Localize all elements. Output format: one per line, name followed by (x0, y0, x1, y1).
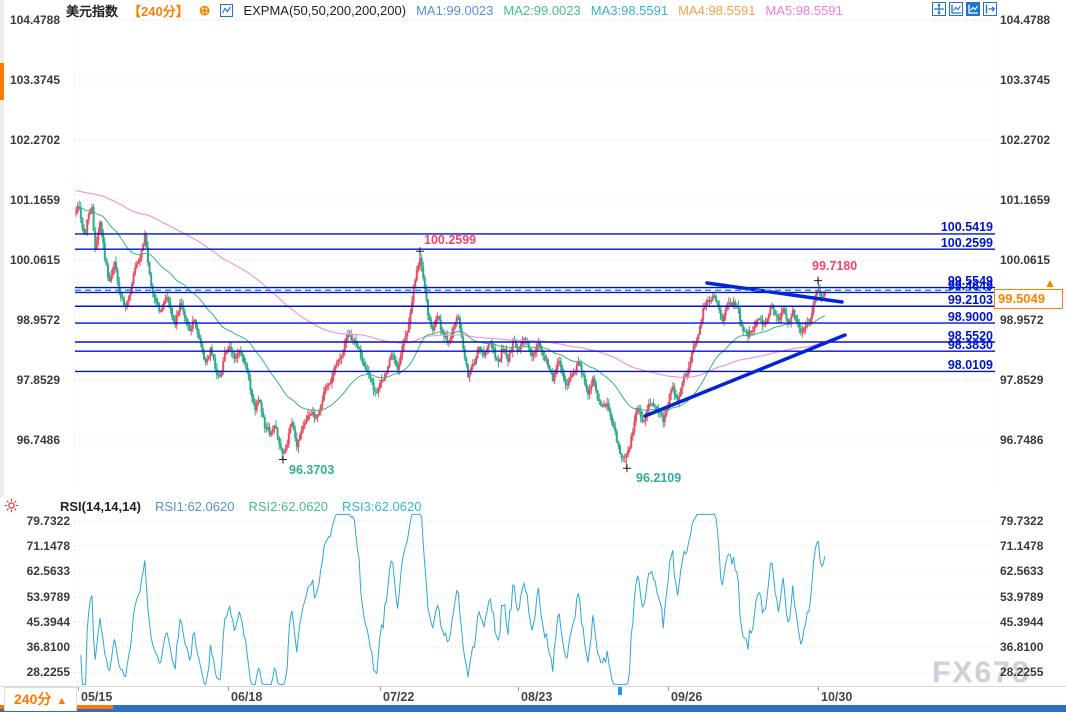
date-tick (380, 687, 381, 691)
rsi-left-axis-label: 36.8100 (26, 640, 70, 654)
date-axis: 05/15 06/18 07/22 08/23 09/26 10/30 (0, 686, 1066, 706)
pan-right-icon[interactable] (983, 2, 997, 16)
date-tick (818, 687, 819, 691)
left-axis-label: 98.9572 (16, 313, 60, 327)
rsi-left-axis-label: 28.2255 (26, 665, 70, 680)
vertical-scrollbar-thumb[interactable] (0, 63, 4, 100)
rsi-indicator-name: RSI(14,14,14) (60, 498, 141, 514)
rsi-right-axis-label: 28.2255 (1000, 665, 1044, 680)
date-tick (228, 687, 229, 691)
chart-toolbar (932, 2, 997, 16)
indicator-chart-icon[interactable] (220, 3, 234, 17)
right-axis-label: 96.7486 (1000, 433, 1044, 447)
date-tick (518, 687, 519, 691)
rsi-left-axis-label: 45.3944 (26, 614, 70, 629)
left-axis-label: 103.3745 (9, 73, 60, 87)
ma1-value: MA1:99.0023 (416, 2, 494, 18)
ma2-value: MA2:99.0023 (503, 2, 581, 18)
chevron-up-icon: ▲ (56, 695, 68, 707)
rsi2-value: RSI2:62.0620 (248, 498, 328, 514)
annotation-low-96-3703: 96.3703 (289, 463, 335, 477)
right-axis-label: 102.2702 (1000, 133, 1051, 147)
rsi1-value: RSI1:62.0620 (154, 498, 235, 514)
crosshair-tool-icon[interactable] (932, 2, 946, 16)
rsi-left-axis-label: 53.9789 (26, 589, 70, 604)
level-label-99.5549: 99.5549 (947, 274, 993, 289)
level-label-98.0109: 98.0109 (947, 357, 993, 372)
level-label-99.4649: 99.4649 (947, 278, 993, 293)
zoom-axis-icon[interactable] (949, 2, 963, 16)
price-chart-pane[interactable] (75, 14, 995, 496)
rsi-right-axis-label: 53.9789 (1000, 589, 1044, 604)
level-label-98.5520: 98.5520 (947, 328, 993, 343)
timeframe-tab-240min[interactable]: 240分 ▲ (4, 687, 78, 711)
date-label: 10/30 (821, 690, 853, 704)
rsi-right-axis-label: 62.5633 (1000, 564, 1044, 579)
horizontal-scrollbar[interactable] (0, 705, 1066, 712)
rsi-right-axis-label: 36.8100 (1000, 640, 1044, 654)
timeframe-label: 【240分】 (128, 3, 189, 19)
date-label: 09/26 (671, 690, 703, 704)
last-price-up-arrow-icon: ▲ (1044, 276, 1056, 290)
annotation-high-100-2599: 100.2599 (424, 233, 477, 247)
last-price-box: 99.5049 (994, 289, 1063, 309)
level-label-99.2103: 99.2103 (947, 292, 993, 307)
right-axis-label: 97.8529 (1000, 373, 1044, 387)
date-label: 05/15 (81, 690, 113, 704)
level-label-100.2599: 100.2599 (940, 235, 993, 250)
left-axis-label: 104.4788 (9, 13, 60, 27)
rsi3-value: RSI3:62.0620 (341, 498, 422, 514)
level-label-100.5419: 100.5419 (940, 220, 993, 235)
rsi-right-axis-label: 45.3944 (1000, 614, 1044, 629)
level-label-98.9000: 98.9000 (947, 309, 993, 324)
symbol-name: 美元指数 (66, 3, 119, 19)
date-label: 07/22 (383, 690, 415, 704)
right-axis-label: 104.4788 (1000, 13, 1051, 27)
rsi-chart-pane[interactable] (75, 517, 995, 683)
rsi-right-axis-label: 79.7322 (1000, 514, 1044, 528)
left-axis-label: 97.8529 (16, 373, 60, 387)
left-axis-label: 96.7486 (16, 433, 60, 447)
indicator-name: EXPMA(50,50,200,200,200) (243, 2, 407, 18)
right-axis-label: 103.3745 (1000, 73, 1051, 87)
rsi-left-axis-label: 71.1478 (26, 539, 70, 554)
left-axis-label: 100.0615 (9, 253, 60, 267)
rsi-left-axis-label: 62.5633 (26, 564, 70, 579)
date-label: 06/18 (231, 690, 263, 704)
axis-position-marker (618, 687, 622, 695)
left-axis-label: 101.1659 (9, 193, 60, 207)
date-tick (78, 687, 79, 691)
zoom-axis-filled-icon[interactable] (966, 2, 980, 16)
annotation-low-96-2109: 96.2109 (636, 471, 682, 485)
date-label: 08/23 (521, 690, 553, 704)
timeframe-tab-label: 240分 (14, 691, 52, 707)
rsi-right-axis-label: 71.1478 (1000, 539, 1044, 554)
vertical-scrollbar (0, 0, 4, 497)
ma5-value: MA5:98.5591 (765, 2, 843, 18)
ma3-value: MA3:98.5591 (590, 2, 669, 18)
indicator-settings-icon[interactable] (4, 498, 19, 513)
rsi-left-axis-label: 79.7322 (26, 514, 70, 528)
date-tick (668, 687, 669, 691)
right-axis-label: 100.0615 (1000, 253, 1051, 267)
ma4-value: MA4:98.5591 (678, 2, 756, 18)
left-axis-label: 102.2702 (9, 133, 60, 147)
level-label-98.3830: 98.3830 (947, 337, 993, 352)
add-indicator-icon[interactable]: ⊕ (198, 1, 211, 18)
right-axis-label: 98.9572 (1000, 313, 1044, 327)
annotation-high-99-7180: 99.7180 (812, 259, 858, 273)
chart-header: 美元指数 【240分】 ⊕ EXPMA(50,50,200,200,200) M… (66, 1, 843, 19)
right-axis-label: 101.1659 (1000, 193, 1051, 207)
rsi-header: RSI(14,14,14) RSI1:62.0620 RSI2:62.0620 … (4, 498, 421, 514)
